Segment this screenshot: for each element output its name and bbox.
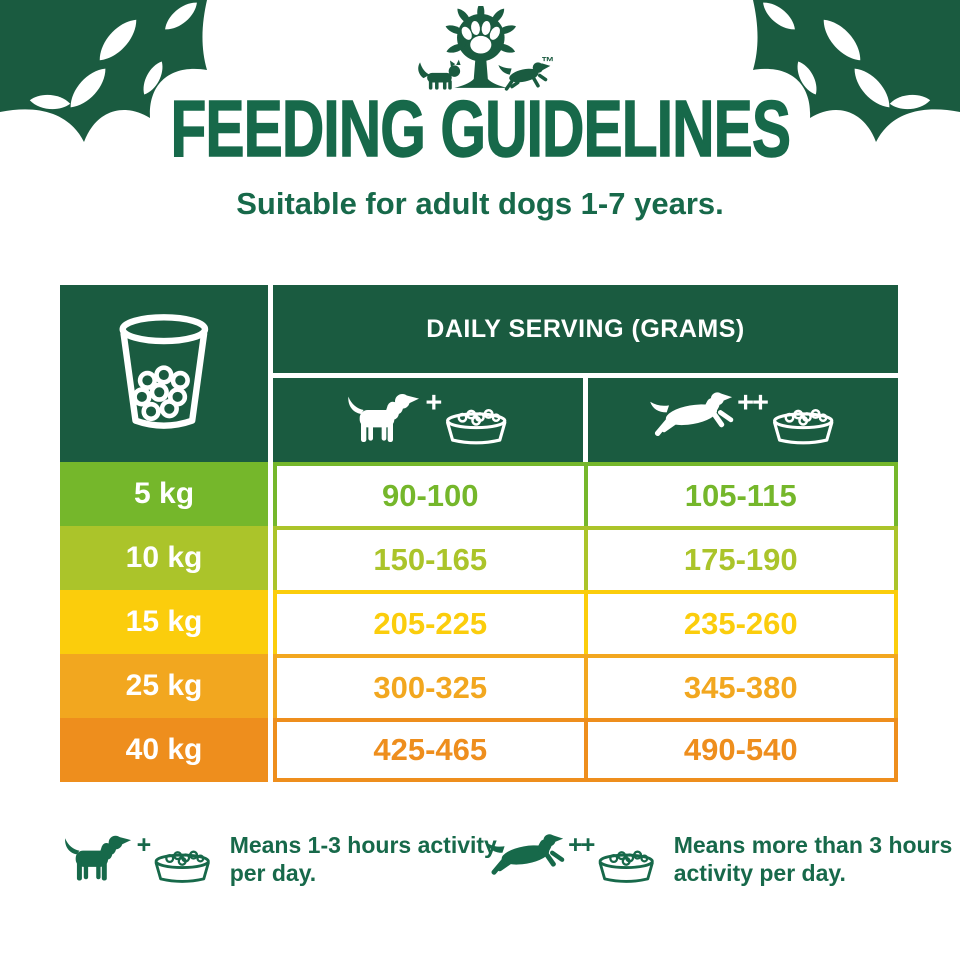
measuring-cup-icon xyxy=(109,310,219,438)
dog-jumping-cluster: ++ xyxy=(649,387,838,450)
dog-standing-icon xyxy=(62,832,137,888)
brand-logo: ™ xyxy=(0,6,960,94)
serving-value-high: 105-115 xyxy=(583,462,898,526)
food-bowl-icon xyxy=(595,846,657,888)
legend-line-2: per day. xyxy=(229,860,317,886)
daily-serving-header: DAILY SERVING (GRAMS) xyxy=(273,285,898,373)
legend-line-2: activity per day. xyxy=(673,860,846,886)
plus-badge: + xyxy=(136,831,152,859)
food-bowl-icon xyxy=(442,404,510,450)
legend-high-activity: ++ Means more than 3 hours activity per … xyxy=(486,832,952,888)
serving-value-high: 490-540 xyxy=(583,718,898,782)
serving-value-normal: 150-165 xyxy=(273,526,588,590)
legend-line-1: Means 1-3 hours activity xyxy=(229,832,497,859)
dog-standing-icon xyxy=(345,390,425,450)
weight-cell-25kg: 25 kg xyxy=(60,654,268,718)
dog-standing-cluster: + xyxy=(345,387,510,450)
serving-value-normal: 90-100 xyxy=(273,462,588,526)
dog-jumping-icon xyxy=(649,390,737,446)
legend-line-1: Means more than 3 hours xyxy=(673,832,953,859)
weight-cell-15kg: 15 kg xyxy=(60,590,268,654)
normal-activity-column-header: + xyxy=(273,378,583,462)
weight-column-header xyxy=(60,285,268,462)
table-row-5kg: 90-100 105-115 xyxy=(273,462,898,526)
serving-value-normal: 300-325 xyxy=(273,654,588,718)
weight-cell-40kg: 40 kg xyxy=(60,718,268,782)
page-title: FEEDING GUIDELINES xyxy=(170,84,791,173)
food-bowl-icon xyxy=(151,846,213,888)
legend-text: Means 1-3 hours activity per day. xyxy=(230,832,497,887)
tree-paw-cat-dog-logo-icon xyxy=(406,6,556,94)
serving-columns: DAILY SERVING (GRAMS) + ++ xyxy=(273,285,898,782)
food-bowl-icon xyxy=(769,404,837,450)
serving-value-normal: 205-225 xyxy=(273,590,588,654)
activity-subheader: + ++ xyxy=(273,378,898,462)
serving-value-high: 345-380 xyxy=(583,654,898,718)
dog-jumping-icon xyxy=(486,832,568,884)
dog-jumping-cluster: ++ xyxy=(486,832,658,888)
weight-cell-10kg: 10 kg xyxy=(60,526,268,590)
weight-cell-5kg: 5 kg xyxy=(60,462,268,526)
plus-badge: + xyxy=(425,387,442,419)
high-activity-column-header: ++ xyxy=(588,378,898,462)
table-row-25kg: 300-325 345-380 xyxy=(273,654,898,718)
plus-plus-badge: ++ xyxy=(568,831,595,859)
serving-value-high: 235-260 xyxy=(583,590,898,654)
serving-value-high: 175-190 xyxy=(583,526,898,590)
legend-text: Means more than 3 hours activity per day… xyxy=(674,832,953,887)
legend-normal-activity: + Means 1-3 hours activity per day. xyxy=(62,832,497,888)
page-subtitle: Suitable for adult dogs 1-7 years. xyxy=(236,186,724,221)
table-row-10kg: 150-165 175-190 xyxy=(273,526,898,590)
plus-plus-badge: ++ xyxy=(737,387,769,419)
table-row-15kg: 205-225 235-260 xyxy=(273,590,898,654)
dog-standing-cluster: + xyxy=(62,832,214,888)
weight-column: 5 kg 10 kg 15 kg 25 kg 40 kg xyxy=(60,285,268,782)
table-row-40kg: 425-465 490-540 xyxy=(273,718,898,782)
trademark-symbol: ™ xyxy=(541,54,555,69)
serving-value-normal: 425-465 xyxy=(273,718,588,782)
feeding-table: 5 kg 10 kg 15 kg 25 kg 40 kg DAILY SERVI… xyxy=(60,285,898,782)
